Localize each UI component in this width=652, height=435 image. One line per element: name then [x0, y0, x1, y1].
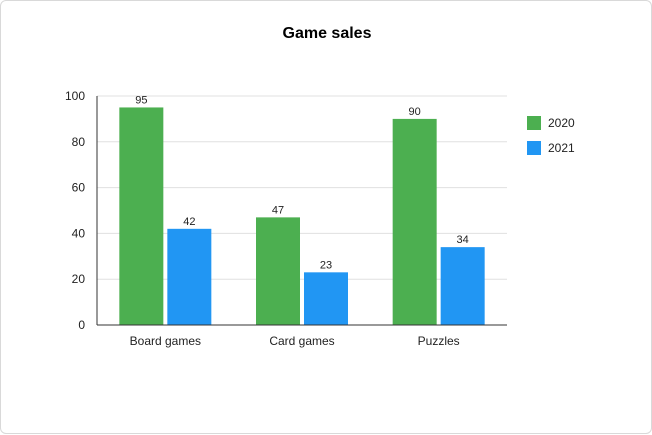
x-axis-ticks: Board games Card games Puzzles — [130, 334, 460, 348]
y-tick-label: 0 — [78, 318, 85, 332]
y-tick-label: 60 — [72, 181, 86, 195]
x-tick-label: Puzzles — [418, 334, 460, 348]
y-tick-label: 20 — [72, 272, 86, 286]
axes — [96, 96, 507, 326]
y-axis-ticks: 0 20 40 60 80 100 — [65, 89, 85, 332]
y-tick-label: 40 — [72, 226, 86, 240]
bar — [440, 247, 485, 325]
gridlines — [97, 95, 507, 280]
bar — [304, 272, 348, 325]
legend-label: 2020 — [548, 116, 575, 130]
y-tick-label: 100 — [65, 89, 85, 103]
legend-swatch — [527, 116, 541, 130]
data-label: 47 — [272, 204, 284, 216]
x-tick-label: Board games — [130, 334, 201, 348]
bars — [119, 107, 485, 326]
data-label: 23 — [320, 259, 332, 271]
legend-label: 2021 — [548, 141, 575, 155]
bar — [392, 118, 437, 326]
data-label: 34 — [457, 234, 469, 246]
data-labels: 95 42 47 23 90 34 — [135, 94, 469, 271]
data-label: 95 — [135, 94, 147, 106]
x-tick-label: Card games — [269, 334, 334, 348]
bar — [119, 107, 164, 325]
legend: 2020 2021 — [527, 116, 575, 155]
data-label: 42 — [183, 216, 195, 228]
bar — [256, 217, 300, 325]
bar — [167, 228, 212, 325]
data-label: 90 — [409, 106, 421, 118]
y-tick-label: 80 — [72, 135, 86, 149]
chart-title: Game sales — [282, 25, 372, 42]
legend-swatch — [527, 141, 541, 155]
